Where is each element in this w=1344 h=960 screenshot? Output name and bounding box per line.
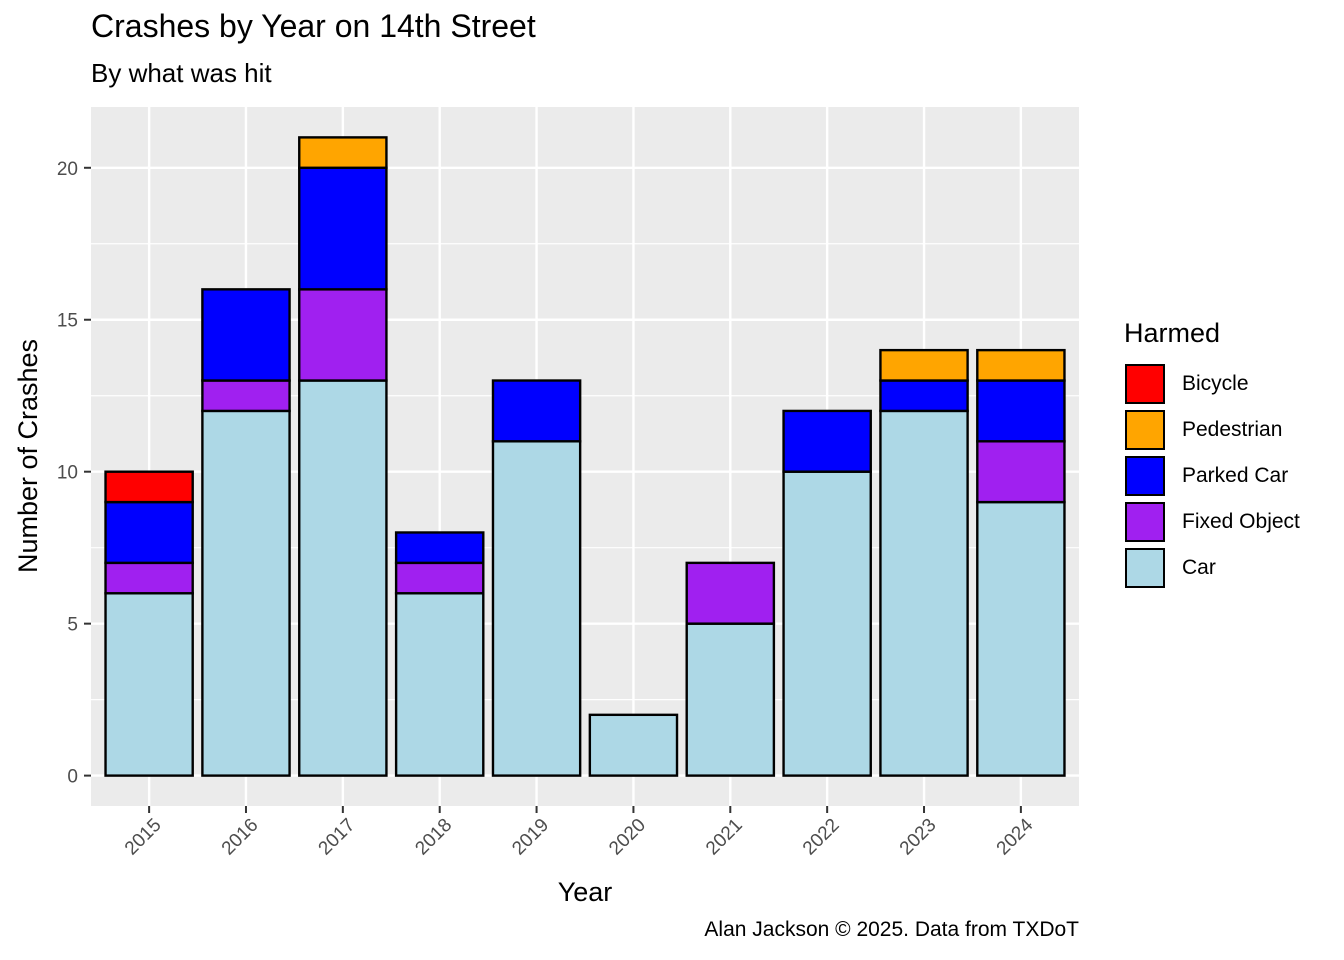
- bar-2017-fixed-object: [298, 288, 388, 382]
- bar-2018-fixed-object: [394, 561, 485, 595]
- y-tick-label: 10: [57, 463, 78, 484]
- bar-2024-parked-car: [976, 379, 1066, 443]
- bar-2022-parked-car: [782, 409, 872, 473]
- bar-2016-parked-car: [201, 288, 291, 382]
- bar-2019-car: [491, 440, 582, 777]
- chart-subtitle: By what was hit: [91, 58, 272, 88]
- bar-2023-car: [879, 409, 969, 777]
- legend-swatch: [1125, 548, 1165, 588]
- x-tick-label: 2018: [411, 815, 456, 860]
- bar-2024-pedestrian: [976, 348, 1066, 382]
- y-tick-label: 0: [67, 767, 78, 788]
- y-tick-label: 15: [57, 311, 78, 332]
- legend-item-parked-car: Parked Car: [1124, 453, 1300, 499]
- chart-title: Crashes by Year on 14th Street: [91, 8, 536, 44]
- x-tick-label: 2021: [702, 815, 747, 860]
- bar-2021-fixed-object: [685, 561, 776, 625]
- x-tick-label: 2022: [799, 815, 844, 860]
- bar-2017-pedestrian: [298, 136, 388, 169]
- bar-2023-pedestrian: [879, 348, 969, 382]
- legend-items: Bicycle Pedestrian Parked Car Fixed Object C…: [1124, 361, 1300, 591]
- x-tick-label: 2019: [508, 815, 553, 860]
- bar-2015-bicycle: [104, 470, 194, 504]
- bar-2016-car: [201, 409, 291, 777]
- y-axis-title: Number of Crashes: [13, 339, 43, 573]
- bar-2015-parked-car: [104, 500, 194, 565]
- legend-label: Car: [1182, 556, 1216, 579]
- y-tick-label: 20: [57, 159, 78, 180]
- bar-2015-car: [104, 592, 194, 777]
- bar-2024-car: [976, 500, 1066, 777]
- chart-caption: Alan Jackson © 2025. Data from TXDoT: [704, 918, 1079, 941]
- bar-2015-fixed-object: [104, 561, 194, 595]
- legend-item-fixed-object: Fixed Object: [1124, 499, 1300, 545]
- x-tick-label: 2023: [896, 815, 941, 860]
- legend-swatch: [1125, 456, 1165, 496]
- bar-2023-parked-car: [879, 379, 969, 413]
- legend-label: Parked Car: [1182, 464, 1289, 487]
- legend-label: Bicycle: [1182, 372, 1249, 395]
- bar-2020-car: [588, 713, 679, 777]
- bar-2018-parked-car: [394, 531, 485, 565]
- legend-item-bicycle: Bicycle: [1124, 361, 1300, 407]
- bar-2018-car: [394, 592, 485, 777]
- legend-item-car: Car: [1124, 545, 1300, 591]
- x-tick-label: 2017: [315, 815, 360, 860]
- legend-swatch: [1125, 502, 1165, 542]
- x-tick-label: 2024: [993, 814, 1038, 859]
- bar-2021-car: [685, 622, 776, 777]
- legend-swatch: [1125, 410, 1165, 450]
- x-tick-label: 2015: [121, 815, 166, 860]
- legend-title: Harmed: [1124, 318, 1221, 348]
- bar-2017-car: [298, 379, 388, 777]
- x-axis-title: Year: [558, 877, 613, 907]
- legend-swatch: [1125, 364, 1165, 404]
- legend: Harmed Bicycle Pedestrian Parked Car Fixed …: [1124, 318, 1300, 591]
- legend-label: Fixed Object: [1182, 510, 1300, 533]
- bar-2017-parked-car: [298, 166, 388, 291]
- bar-layer: [104, 136, 1066, 777]
- legend-item-pedestrian: Pedestrian: [1124, 407, 1300, 453]
- bar-2019-parked-car: [491, 379, 582, 443]
- bar-2022-car: [782, 470, 872, 777]
- legend-label: Pedestrian: [1182, 418, 1283, 441]
- x-tick-label: 2016: [218, 815, 263, 860]
- bar-2016-fixed-object: [201, 379, 291, 413]
- x-tick-label: 2020: [605, 815, 650, 860]
- y-tick-label: 5: [67, 615, 78, 636]
- bar-2024-fixed-object: [976, 440, 1066, 504]
